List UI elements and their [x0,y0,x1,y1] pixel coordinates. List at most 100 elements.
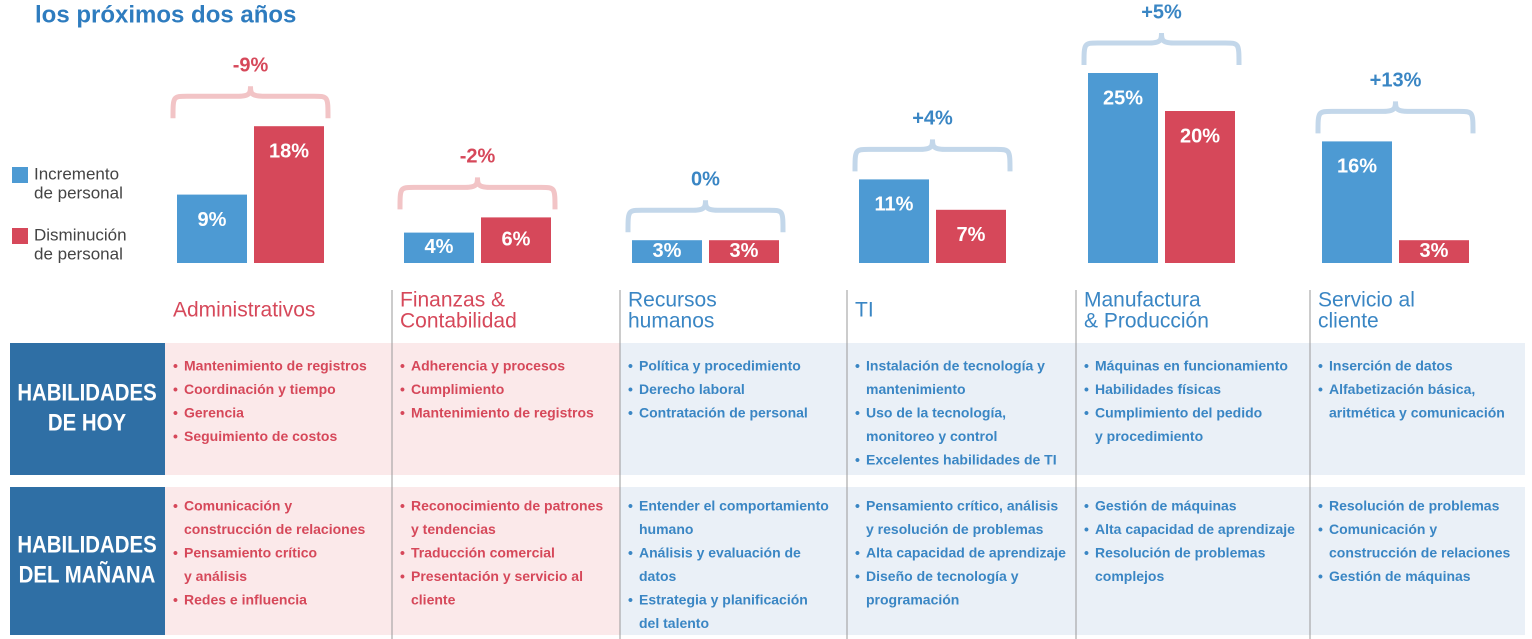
skill-text: Redes e influencia [184,592,307,608]
skill-text: Análisis y evaluación de [639,545,801,561]
bar-value-label: 7% [957,224,986,246]
skill-text: aritmética y comunicación [1329,405,1505,421]
skill-text: Reconocimiento de patrones [411,498,603,514]
bullet: • [1318,498,1323,514]
row-label: DE HOY [48,409,126,436]
bar-value-label: 6% [502,228,531,250]
skill-text: construcción de relaciones [184,521,365,537]
skill-text: humano [639,521,693,537]
skill-text: y resolución de problemas [866,521,1044,537]
skill-text: Mantenimiento de registros [184,358,367,374]
skill-text: Contratación de personal [639,405,808,421]
bar-value-label: 25% [1103,87,1143,109]
bullet: • [173,498,178,514]
bullet: • [173,592,178,608]
skill-text: construcción de relaciones [1329,545,1510,561]
brace [1318,101,1473,133]
skill-text: Pensamiento crítico [184,545,317,561]
skill-text: Política y procedimiento [639,358,801,374]
title: los próximos dos años [35,1,296,28]
bar-value-label: 4% [425,236,454,258]
brace [173,86,328,118]
bullet: • [1084,521,1089,537]
bar-value-label: 16% [1337,156,1377,178]
skill-text: y análisis [184,568,247,584]
category-name: TI [855,299,874,322]
skill-text: Cumplimiento del pedido [1095,405,1262,421]
bullet: • [173,358,178,374]
skill-text: Cumplimiento [411,381,504,397]
skill-text: Adherencia y procesos [411,358,565,374]
bullet: • [628,592,633,608]
category-name: Servicio al [1318,289,1415,312]
legend-swatch [12,228,28,244]
skill-text: y tendencias [411,521,496,537]
bar-value-label: 20% [1180,125,1220,147]
category-name: Administrativos [173,299,315,322]
skill-text: del talento [639,615,709,631]
change-label: +4% [912,108,953,130]
skill-text: Traducción comercial [411,545,555,561]
skill-text: Gestión de máquinas [1095,498,1237,514]
bullet: • [628,498,633,514]
skill-text: Habilidades físicas [1095,381,1221,397]
bullet: • [1318,568,1323,584]
bullet: • [855,545,860,561]
category-name: cliente [1318,310,1379,333]
skill-text: Gerencia [184,405,244,421]
bullet: • [400,381,405,397]
change-label: -9% [233,54,269,76]
skill-text: Entender el comportamiento [639,498,829,514]
skill-text: complejos [1095,568,1164,584]
legend-label: Incremento [34,164,119,183]
skill-text: Inserción de datos [1329,358,1453,374]
bullet: • [1318,358,1323,374]
skill-text: y procedimiento [1095,428,1203,444]
skill-text: Comunicación y [1329,521,1437,537]
skill-text: Mantenimiento de registros [411,405,594,421]
bullet: • [1318,521,1323,537]
bar [859,179,929,263]
row-label: HABILIDADES [17,379,156,406]
category-name: Contabilidad [400,310,517,333]
bullet: • [173,545,178,561]
category-name: & Producción [1084,310,1209,333]
bar-value-label: 18% [269,140,309,162]
bullet: • [1318,381,1323,397]
bullet: • [400,358,405,374]
skill-text: Presentación y servicio al [411,568,583,584]
bullet: • [855,452,860,468]
change-label: +13% [1370,70,1422,92]
skill-text: Alfabetización básica, [1329,381,1475,397]
bullet: • [1084,545,1089,561]
category-name: Recursos [628,289,717,312]
skill-text: Comunicación y [184,498,292,514]
bullet: • [400,545,405,561]
skill-text: Uso de la tecnología, [866,405,1006,421]
skill-text: Coordinación y tiempo [184,381,336,397]
row-label: HABILIDADES [17,531,156,558]
bar-value-label: 3% [730,240,759,262]
bar-value-label: 11% [875,194,914,216]
skill-text: cliente [411,592,456,608]
skill-text: datos [639,568,677,584]
brace [1084,33,1239,65]
bullet: • [400,405,405,421]
category-name: humanos [628,310,714,333]
infographic: los próximos dos años Incrementode perso… [0,0,1532,639]
skill-text: Pensamiento crítico, análisis [866,498,1058,514]
skill-text: Excelentes habilidades de TI [866,452,1057,468]
bullet: • [400,568,405,584]
brace [855,139,1010,171]
bullet: • [173,381,178,397]
skill-text: monitoreo y control [866,428,997,444]
skill-text: Resolución de problemas [1095,545,1266,561]
bullet: • [628,358,633,374]
skill-text: Alta capacidad de aprendizaje [866,545,1066,561]
skill-text: Derecho laboral [639,381,745,397]
skill-text: programación [866,592,959,608]
bar-value-label: 3% [1420,240,1449,262]
category-name: Manufactura [1084,289,1201,312]
skill-text: Resolución de problemas [1329,498,1500,514]
bullet: • [173,405,178,421]
